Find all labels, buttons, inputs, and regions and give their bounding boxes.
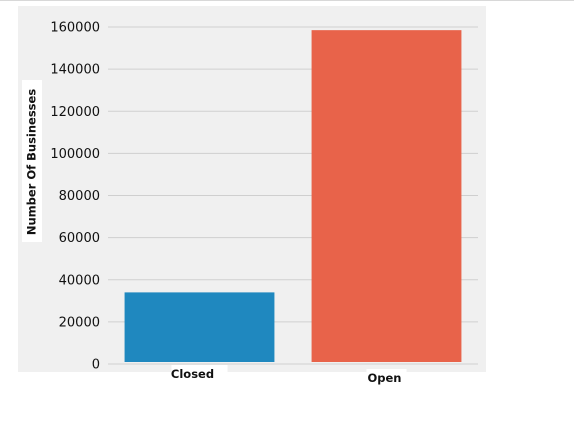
x-axis-ticks: Closed Open <box>171 365 407 385</box>
top-border <box>0 0 574 1</box>
y-tick-label: 60000 <box>59 231 100 246</box>
bar-open <box>311 30 462 363</box>
x-tick-label: Closed <box>171 367 214 381</box>
y-tick-label: 120000 <box>50 105 100 120</box>
x-tick-label: Open <box>368 371 402 385</box>
y-axis-title-background <box>22 80 42 242</box>
y-axis-title-group: Number Of Businesses <box>22 80 42 242</box>
y-tick-label: 140000 <box>50 63 100 78</box>
y-tick-label: 80000 <box>59 189 100 204</box>
x-tick-label-background <box>171 365 228 380</box>
x-tick-label-background <box>366 369 407 384</box>
y-axis-ticks: 0 20000 40000 60000 80000 100000 120000 140000 1… <box>50 21 100 373</box>
y-tick-label: 40000 <box>59 273 100 288</box>
y-tick-label: 0 <box>92 358 100 373</box>
y-tick-label: 100000 <box>50 147 100 162</box>
bar-closed <box>124 292 275 362</box>
y-tick-label: 20000 <box>59 315 100 330</box>
y-axis-title: Number Of Businesses <box>25 89 39 235</box>
bars <box>124 30 462 363</box>
y-tick-label: 160000 <box>50 21 100 36</box>
